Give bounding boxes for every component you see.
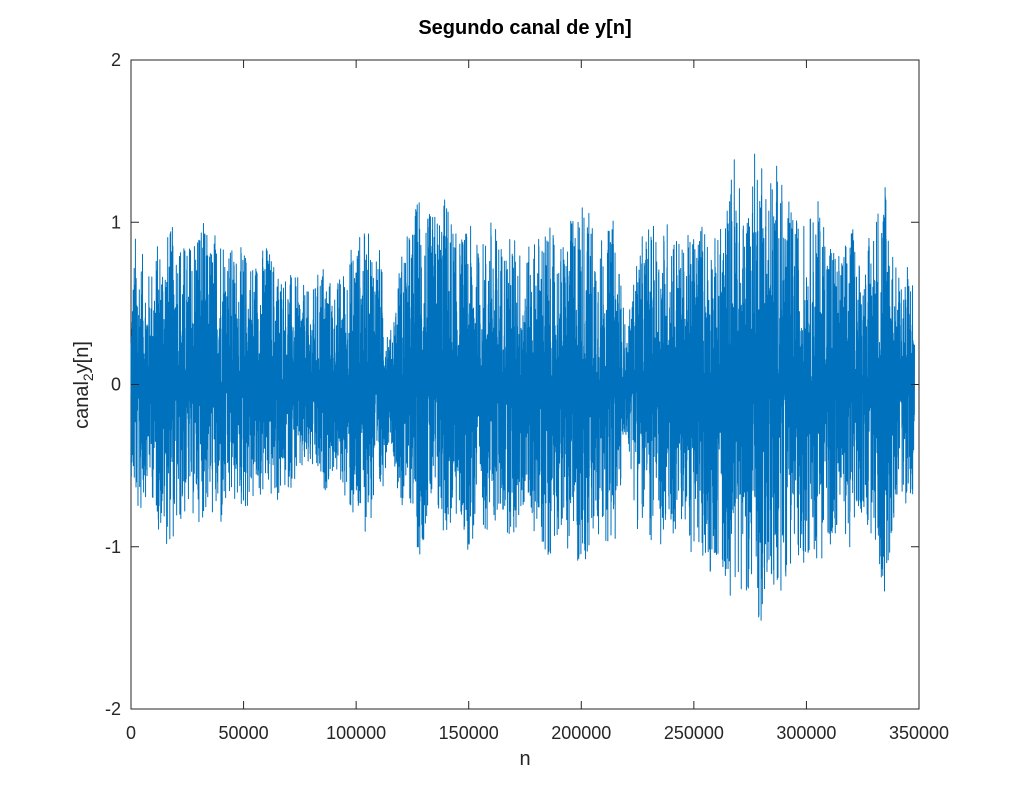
series-line (130, 153, 915, 621)
x-tick-label: 250000 (664, 723, 724, 743)
x-tick-label: 100000 (326, 723, 386, 743)
plot-area (130, 59, 920, 710)
y-tick-label: 0 (111, 375, 121, 395)
y-tick-label: 2 (111, 50, 121, 70)
chart-title: Segundo canal de y[n] (418, 17, 631, 39)
y-axis-label: canal2y[n] (71, 341, 96, 429)
x-axis: 0 50000 100000 150000 200000 250000 300000 3500… (126, 60, 949, 743)
y-tick-label: 1 (111, 212, 121, 232)
y-axis: -2 -1 0 1 2 (105, 50, 919, 719)
x-tick-label: 350000 (889, 723, 949, 743)
x-tick-label: 200000 (551, 723, 611, 743)
y-tick-label: -1 (105, 537, 121, 557)
x-tick-label: 150000 (439, 723, 499, 743)
y-tick-label: -2 (105, 699, 121, 719)
y-axis-label-subscript: 2 (80, 373, 96, 381)
y-axis-label-main: canal (71, 381, 93, 429)
x-tick-label: 300000 (776, 723, 836, 743)
x-tick-label: 50000 (219, 723, 269, 743)
x-tick-label: 0 (126, 723, 136, 743)
y-axis-label-suffix: y[n] (71, 341, 93, 373)
x-axis-label: n (519, 748, 530, 770)
